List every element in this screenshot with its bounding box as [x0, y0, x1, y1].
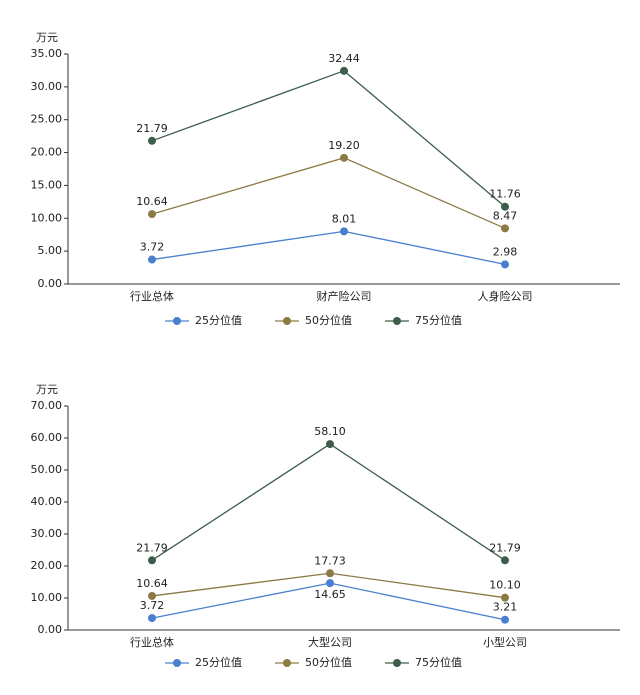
legend-marker	[393, 317, 401, 325]
data-point	[501, 556, 509, 565]
x-tick-label: 人身险公司	[478, 289, 533, 303]
data-point	[148, 210, 156, 219]
data-label: 8.47	[493, 209, 518, 222]
data-point	[340, 227, 348, 236]
legend-marker	[173, 317, 181, 325]
y-tick-label: 15.00	[31, 178, 63, 191]
series-line	[151, 443, 506, 561]
legend-label: 75分位值	[415, 655, 462, 669]
data-label: 10.10	[489, 579, 521, 592]
data-label: 17.73	[314, 554, 346, 567]
y-tick-label: 20.00	[31, 559, 63, 572]
data-point	[148, 614, 156, 623]
data-point	[501, 615, 509, 624]
data-label: 21.79	[136, 122, 168, 135]
legend-label: 25分位值	[195, 655, 242, 669]
data-label: 3.72	[140, 599, 165, 612]
data-point	[501, 593, 509, 602]
data-point	[326, 579, 334, 588]
x-tick-label: 小型公司	[483, 635, 527, 649]
data-label: 21.79	[489, 541, 521, 554]
data-label: 21.79	[136, 541, 168, 554]
legend-label: 50分位值	[305, 655, 352, 669]
data-point	[148, 136, 156, 145]
y-tick-label: 70.00	[31, 399, 63, 412]
y-tick-label: 10.00	[31, 591, 63, 604]
legend-label: 50分位值	[305, 313, 352, 327]
data-point	[148, 556, 156, 565]
data-label: 32.44	[328, 52, 360, 65]
data-label: 14.65	[314, 588, 346, 601]
data-label: 19.20	[328, 139, 360, 152]
legend-marker	[393, 659, 401, 667]
y-tick-label: 0.00	[38, 277, 63, 290]
data-point	[340, 153, 348, 162]
data-label: 10.64	[136, 195, 168, 208]
y-tick-label: 25.00	[31, 113, 63, 126]
x-tick-label: 财产险公司	[317, 289, 372, 303]
legend-marker	[283, 317, 291, 325]
data-label: 3.72	[140, 241, 165, 254]
data-point	[326, 440, 334, 449]
data-label: 8.01	[332, 212, 357, 225]
y-tick-label: 10.00	[31, 211, 63, 224]
data-point	[326, 569, 334, 578]
y-tick-label: 30.00	[31, 80, 63, 93]
x-tick-label: 行业总体	[130, 289, 174, 303]
data-point	[501, 260, 509, 269]
y-tick-label: 35.00	[31, 47, 63, 60]
y-tick-label: 20.00	[31, 146, 63, 159]
data-point	[148, 255, 156, 264]
series-line	[151, 230, 506, 266]
y-tick-label: 50.00	[31, 463, 63, 476]
y-tick-label: 30.00	[31, 527, 63, 540]
legend-marker	[283, 659, 291, 667]
data-label: 10.64	[136, 577, 168, 590]
data-label: 11.76	[489, 188, 521, 201]
y-tick-label: 40.00	[31, 495, 63, 508]
data-point	[501, 202, 509, 211]
y-tick-label: 5.00	[38, 244, 63, 257]
data-point	[340, 66, 348, 75]
y-axis-title: 万元	[36, 383, 58, 396]
series-line	[151, 157, 506, 229]
data-label: 3.21	[493, 601, 518, 614]
data-point	[148, 591, 156, 600]
x-tick-label: 大型公司	[308, 635, 352, 649]
data-point	[501, 224, 509, 233]
legend-label: 75分位值	[415, 313, 462, 327]
y-axis-title: 万元	[36, 31, 58, 44]
y-tick-label: 0.00	[38, 623, 63, 636]
data-label: 2.98	[493, 245, 518, 258]
legend-label: 25分位值	[195, 313, 242, 327]
x-tick-label: 行业总体	[130, 635, 174, 649]
data-label: 58.10	[314, 425, 346, 438]
y-tick-label: 60.00	[31, 431, 63, 444]
legend-marker	[173, 659, 181, 667]
